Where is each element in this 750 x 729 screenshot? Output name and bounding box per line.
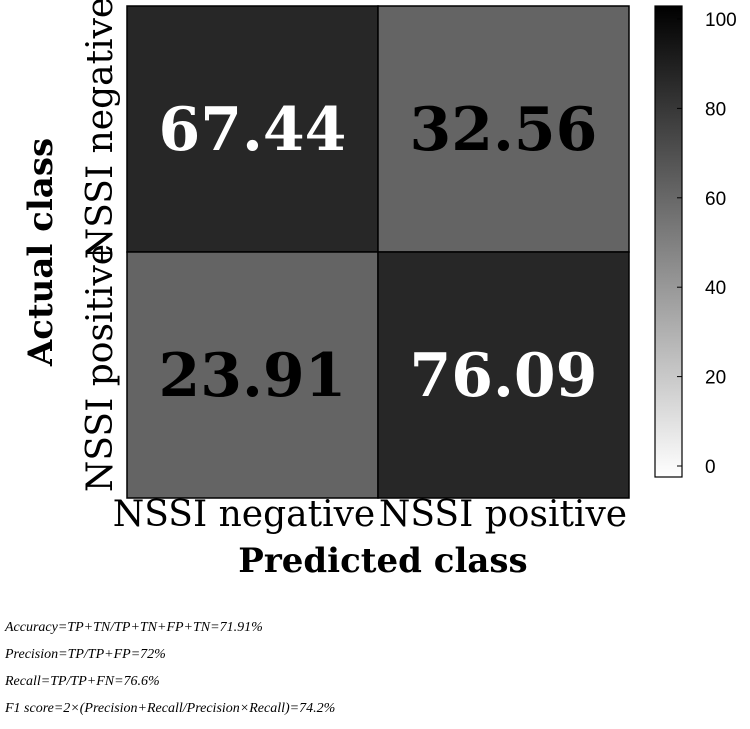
accuracy-formula: Accuracy=TP+TN/TP+TN+FP+TN=71.91% <box>5 620 263 635</box>
precision-formula: Precision=TP/TP+FP=72% <box>5 647 166 662</box>
cell-value-pos-neg: 23.91 <box>159 341 347 411</box>
x-axis-title: Predicted class <box>238 541 527 581</box>
heatmap-value-labels: 67.44 32.56 23.91 76.09 <box>159 95 598 411</box>
colorbar: 0 20 40 60 80 100 <box>654 5 737 478</box>
recall-formula: Recall=TP/TP+FN=76.6% <box>5 674 160 689</box>
cell-value-neg-pos: 32.56 <box>410 95 598 165</box>
colorbar-label-20: 20 <box>705 368 726 389</box>
cell-value-neg-neg: 67.44 <box>159 95 347 165</box>
colorbar-label-80: 80 <box>705 99 726 120</box>
metrics-block: Accuracy=TP+TN/TP+TN+FP+TN=71.91% Precis… <box>5 618 745 726</box>
f1-score-formula: F1 score=2×(Precision+Recall/Precision×R… <box>5 701 336 716</box>
y-tick-nssi-negative: NSSI negative <box>80 0 121 259</box>
colorbar-gradient <box>654 5 683 478</box>
colorbar-label-60: 60 <box>705 189 726 210</box>
y-axis-title: Actual class <box>21 138 61 367</box>
cell-neg-pos <box>377 5 630 253</box>
cell-pos-neg <box>126 251 379 499</box>
colorbar-label-40: 40 <box>705 278 726 299</box>
cell-value-pos-pos: 76.09 <box>410 341 598 411</box>
cell-pos-pos <box>377 251 630 499</box>
x-tick-nssi-positive: NSSI positive <box>379 494 627 535</box>
colorbar-label-0: 0 <box>705 457 716 478</box>
heatmap-cells <box>126 5 630 499</box>
y-tick-nssi-positive: NSSI positive <box>80 244 121 492</box>
colorbar-label-100: 100 <box>705 10 737 31</box>
cell-neg-neg <box>126 5 379 253</box>
x-tick-nssi-negative: NSSI negative <box>113 494 375 535</box>
